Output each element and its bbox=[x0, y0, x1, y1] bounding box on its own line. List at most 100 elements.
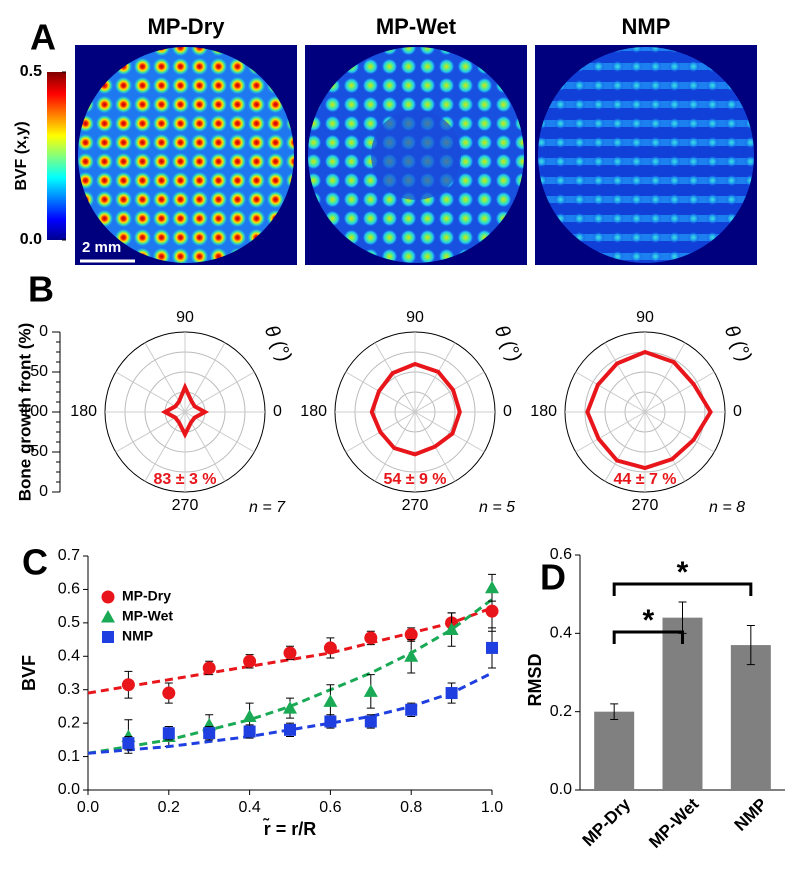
colorbar-label: BVF (x,y) bbox=[13, 121, 30, 190]
marker bbox=[283, 646, 297, 660]
marker bbox=[404, 628, 418, 642]
y-tick-label: 0.2 bbox=[550, 703, 572, 720]
significance-bracket bbox=[612, 630, 684, 644]
marker bbox=[364, 631, 378, 645]
legend-marker bbox=[102, 631, 114, 643]
angle-label: 180 bbox=[300, 403, 327, 420]
marker bbox=[444, 622, 459, 636]
colorbar bbox=[47, 72, 66, 240]
polar-spoke bbox=[115, 371, 255, 453]
y-axis-label: RMSD bbox=[525, 654, 545, 707]
x-tick-label: MP-Wet bbox=[645, 794, 703, 852]
angle-label: 0 bbox=[273, 403, 282, 420]
marker bbox=[364, 715, 377, 728]
y-tick-label: 0.0 bbox=[550, 781, 572, 798]
y-tick-label: 100 bbox=[21, 403, 48, 420]
annotation: 83 ± 3 % bbox=[153, 471, 216, 488]
x-tick-label: 1.0 bbox=[481, 799, 503, 816]
heatmap-title: MP-Dry bbox=[147, 14, 225, 39]
bar bbox=[594, 711, 635, 790]
marker bbox=[121, 678, 135, 692]
n-label: n = 5 bbox=[479, 499, 515, 516]
legend-marker bbox=[101, 590, 115, 604]
y-tick-label: 0 bbox=[39, 323, 48, 340]
polar-spoke bbox=[345, 371, 485, 453]
significance-bracket bbox=[612, 582, 753, 596]
error-bar bbox=[746, 625, 755, 666]
panel-label: B bbox=[28, 269, 54, 310]
heatmap bbox=[538, 47, 754, 263]
annotation: 44 ± 7 % bbox=[613, 471, 676, 488]
legend-label: MP-Wet bbox=[122, 608, 173, 624]
y-tick-label: 0.3 bbox=[58, 681, 80, 698]
theta-label: θ (°) bbox=[720, 322, 756, 365]
marker bbox=[243, 654, 257, 668]
fit-line bbox=[87, 606, 493, 695]
heatmap-title: MP-Wet bbox=[376, 14, 457, 39]
marker bbox=[405, 703, 418, 716]
annotation: 54 ± 9 % bbox=[383, 471, 446, 488]
bar bbox=[662, 617, 703, 790]
mean-front bbox=[585, 349, 713, 471]
marker bbox=[242, 709, 257, 722]
significance-label: * bbox=[677, 556, 689, 589]
angle-label: 270 bbox=[632, 497, 659, 514]
marker bbox=[283, 701, 297, 714]
angle-label: 90 bbox=[406, 309, 424, 326]
x-tick-label: MP-Dry bbox=[579, 794, 635, 850]
marker bbox=[485, 604, 499, 618]
angle-label: 180 bbox=[70, 403, 97, 420]
error-bar bbox=[610, 703, 619, 720]
significance-label: * bbox=[642, 604, 654, 637]
y-tick-label: 0.7 bbox=[58, 547, 80, 564]
angle-label: 180 bbox=[530, 403, 557, 420]
y-tick-label: 0.5 bbox=[58, 614, 80, 631]
colorbar-tick-label: 0.0 bbox=[20, 231, 42, 248]
y-tick-label: 0.0 bbox=[58, 781, 80, 798]
y-tick-label: 0.4 bbox=[550, 625, 572, 642]
y-tick-label: 0.1 bbox=[58, 748, 80, 765]
marker bbox=[404, 649, 419, 662]
y-tick-label: 0.6 bbox=[550, 546, 572, 563]
marker bbox=[162, 727, 175, 740]
marker bbox=[122, 737, 135, 750]
x-tick-label: NMP bbox=[731, 795, 771, 835]
theta-label: θ (°) bbox=[260, 322, 296, 365]
legend-label: MP-Dry bbox=[122, 588, 171, 604]
panel-label: D bbox=[540, 557, 566, 598]
x-tick-label: 0.2 bbox=[158, 799, 180, 816]
angle-label: 270 bbox=[402, 497, 429, 514]
n-label: n = 8 bbox=[709, 499, 745, 516]
mean-front bbox=[160, 382, 210, 439]
colorbar-tick-label: 0.5 bbox=[20, 63, 42, 80]
marker bbox=[485, 580, 499, 594]
angle-label: 270 bbox=[172, 497, 199, 514]
y-tick-label: 0.6 bbox=[58, 581, 80, 598]
marker bbox=[203, 727, 216, 740]
marker bbox=[162, 686, 176, 700]
angle-label: 90 bbox=[176, 309, 194, 326]
fit-line bbox=[87, 671, 493, 755]
panel-label: A bbox=[30, 17, 56, 58]
y-tick-label: 0.4 bbox=[58, 648, 80, 665]
y-axis-label: BVF bbox=[19, 655, 39, 691]
heatmap-images bbox=[47, 45, 757, 265]
n-label: n = 7 bbox=[249, 499, 286, 516]
bar bbox=[730, 645, 771, 790]
x-tick-label: 0.4 bbox=[238, 799, 260, 816]
y-axis-label: Bone growth front (%) bbox=[15, 323, 34, 501]
mean-front bbox=[369, 361, 462, 457]
marker bbox=[324, 715, 337, 728]
y-tick-label: 50 bbox=[30, 363, 48, 380]
angle-label: 90 bbox=[636, 309, 654, 326]
marker bbox=[445, 687, 458, 700]
y-tick-label: 50 bbox=[30, 443, 48, 460]
marker bbox=[363, 684, 378, 697]
y-tick-label: 0 bbox=[39, 483, 48, 500]
heatmap-center bbox=[371, 110, 461, 200]
theta-label: θ (°) bbox=[490, 322, 526, 365]
marker bbox=[323, 641, 337, 655]
scale-bar-label: 2 mm bbox=[82, 239, 121, 256]
marker bbox=[284, 723, 296, 736]
